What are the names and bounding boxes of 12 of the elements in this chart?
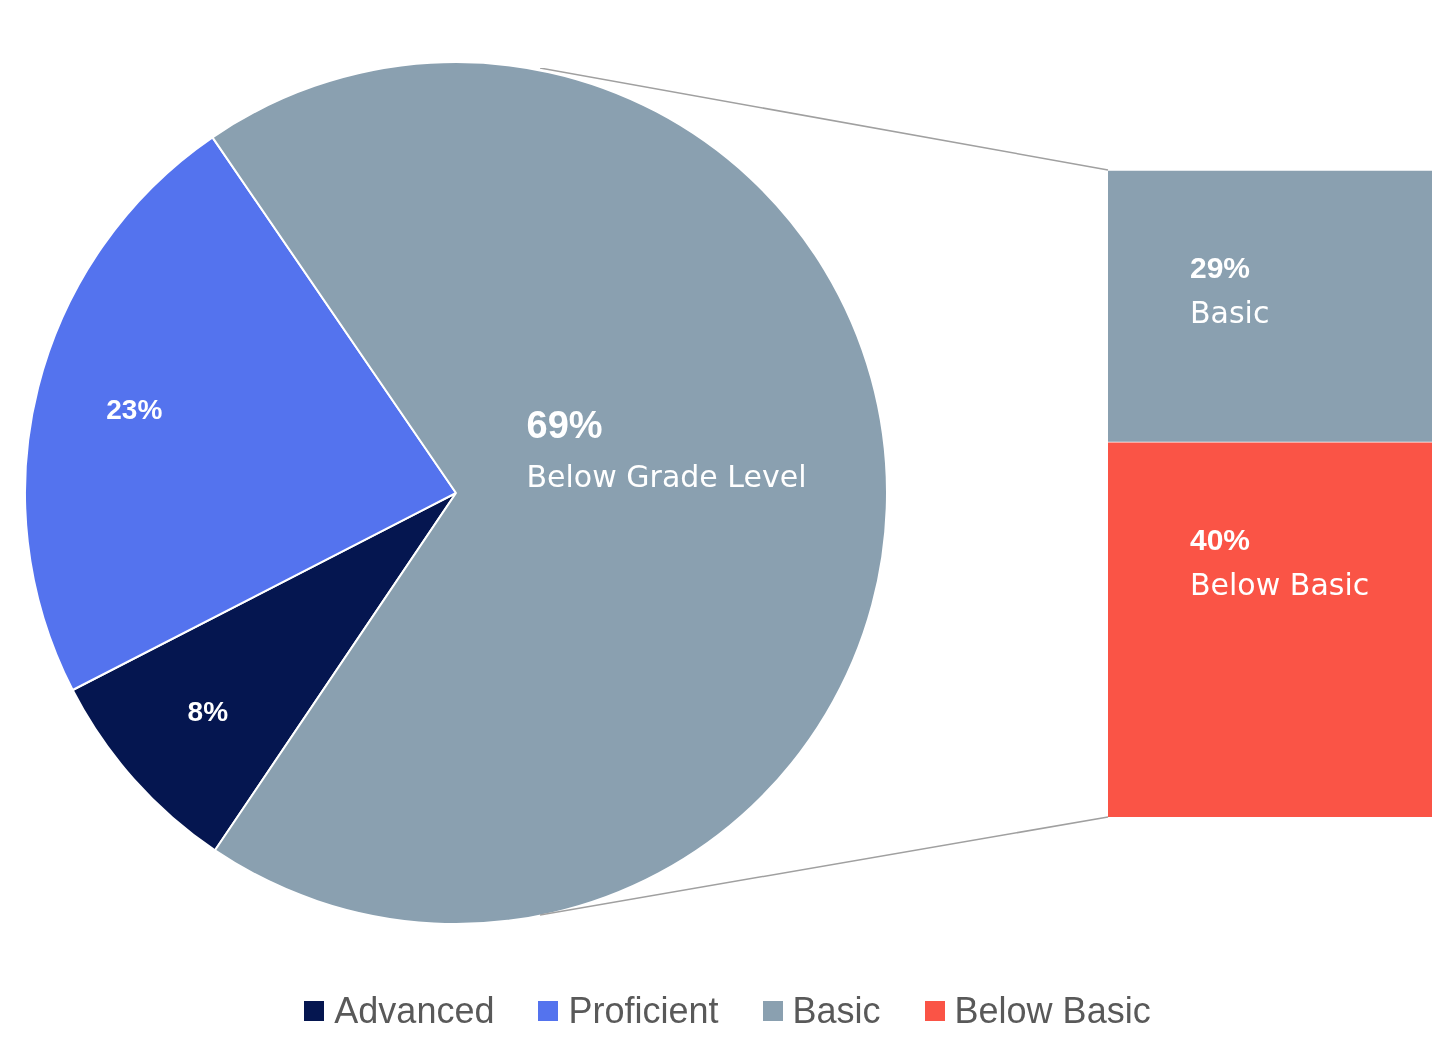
series-label: Basic xyxy=(1190,294,1270,330)
slice-label: Below Grade Level xyxy=(526,459,807,495)
legend-label: Proficient xyxy=(568,990,719,1032)
text: Below Basic xyxy=(1190,566,1370,602)
legend-label: Below Basic xyxy=(954,990,1151,1032)
data-label: 8% xyxy=(187,696,229,728)
legend-label: Advanced xyxy=(334,990,495,1032)
text: Basic xyxy=(792,990,881,1031)
data-label: 69% xyxy=(526,403,603,446)
data-label: 40% xyxy=(1190,523,1251,557)
data-label: 23% xyxy=(106,394,163,426)
data-label: 29% xyxy=(1190,251,1251,285)
